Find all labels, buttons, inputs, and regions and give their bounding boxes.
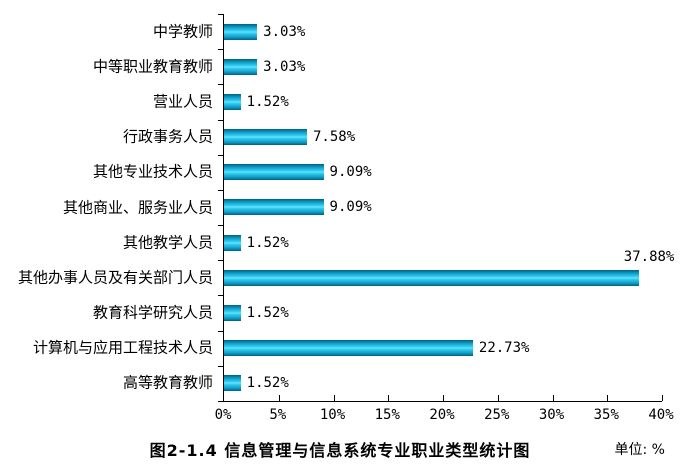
y-axis-tick (218, 295, 224, 297)
bar (224, 269, 639, 286)
y-axis-tick (218, 225, 224, 227)
bar (224, 340, 473, 357)
chart-row: 9.09% (224, 190, 662, 225)
value-label: 9.09% (329, 164, 372, 181)
y-axis-category-labels: 中学教师中等职业教育教师营业人员行政事务人员其他专业技术人员其他商业、服务业人员… (0, 14, 218, 401)
chart-row: 1.52% (224, 84, 662, 119)
category-label: 营业人员 (152, 92, 213, 111)
chart-row: 9.09% (224, 155, 662, 190)
value-label: 9.09% (329, 199, 372, 216)
category-label: 其他商业、服务业人员 (62, 198, 213, 216)
plot-area: 3.03% 3.03% 1.52% 7.58% 9.09% 9.09% 1.52% 37.88… (218, 14, 674, 402)
x-axis-tick (497, 395, 499, 401)
chart-row: 3.03% (224, 14, 662, 49)
x-axis-tick (607, 395, 609, 401)
x-axis-tick (443, 395, 444, 401)
x-tick-label: 20% (429, 407, 455, 423)
x-tick-label: 30% (538, 407, 565, 423)
chart-row: 1.52% (224, 295, 662, 330)
x-tick-label: 25% (484, 407, 510, 423)
y-axis-tick (218, 330, 224, 332)
category-label: 其他办事人员及有关部门人员 (17, 268, 213, 287)
chart-row: 1.52% (224, 225, 662, 260)
bar (224, 129, 307, 146)
x-axis-tick (333, 395, 335, 401)
value-label: 37.88% (623, 249, 675, 266)
x-tick-label: 0% (214, 407, 232, 423)
x-tick-label: 40% (648, 407, 674, 423)
category-label: 教育科学研究人员 (92, 303, 213, 322)
category-label: 中等职业教育教师 (92, 57, 213, 76)
chart-title: 图2-1.4 信息管理与信息系统专业职业类型统计图 (149, 441, 531, 460)
x-axis-tick (278, 395, 280, 401)
chart-row: 1.52% (224, 366, 662, 401)
y-axis-tick (218, 14, 224, 15)
x-axis-tick-labels: 0% 5% 10% 15% 20% 25% 30% 35% 40% (215, 407, 674, 425)
y-axis-tick (218, 260, 224, 262)
category-label: 其他专业技术人员 (92, 162, 213, 181)
value-label: 22.73% (478, 340, 530, 357)
bar (224, 305, 241, 322)
y-axis-tick (218, 189, 224, 191)
x-tick-label: 5% (269, 407, 287, 423)
chart-row: 3.03% (224, 49, 662, 84)
value-label: 3.03% (263, 23, 306, 40)
y-axis-tick (218, 365, 224, 367)
category-label: 计算机与应用工程技术人员 (32, 338, 213, 357)
bar (224, 199, 324, 216)
value-label: 3.03% (263, 58, 306, 75)
y-axis-tick (218, 49, 224, 51)
x-axis-tick (662, 395, 663, 401)
bar (224, 234, 241, 251)
x-tick-label: 15% (374, 407, 400, 423)
y-axis-tick (218, 154, 224, 156)
y-axis-tick (218, 84, 224, 86)
category-label: 其他教学人员 (122, 233, 213, 252)
unit-label: 单位: % (614, 442, 665, 458)
x-tick-label: 35% (593, 407, 619, 423)
bar (224, 375, 241, 392)
value-label: 1.52% (246, 234, 289, 251)
value-label: 1.52% (246, 93, 289, 110)
x-axis-tick (552, 395, 554, 401)
x-tick-label: 10% (319, 407, 346, 423)
chart-row: 7.58% (224, 120, 662, 155)
chart-row: 22.73% (224, 331, 662, 366)
bar (224, 93, 241, 110)
category-label: 高等教育教师 (122, 373, 213, 392)
value-label: 7.58% (313, 129, 356, 146)
x-axis-tick (388, 395, 390, 401)
y-axis-tick (218, 401, 224, 402)
bar (224, 23, 258, 40)
value-label: 1.52% (246, 375, 289, 392)
value-label: 1.52% (246, 305, 289, 322)
chart-row: 37.88% (224, 250, 674, 295)
category-label: 中学教师 (152, 22, 213, 41)
bar (224, 164, 324, 181)
bar (224, 58, 258, 75)
y-axis-tick (218, 119, 224, 121)
category-label: 行政事务人员 (122, 127, 213, 146)
